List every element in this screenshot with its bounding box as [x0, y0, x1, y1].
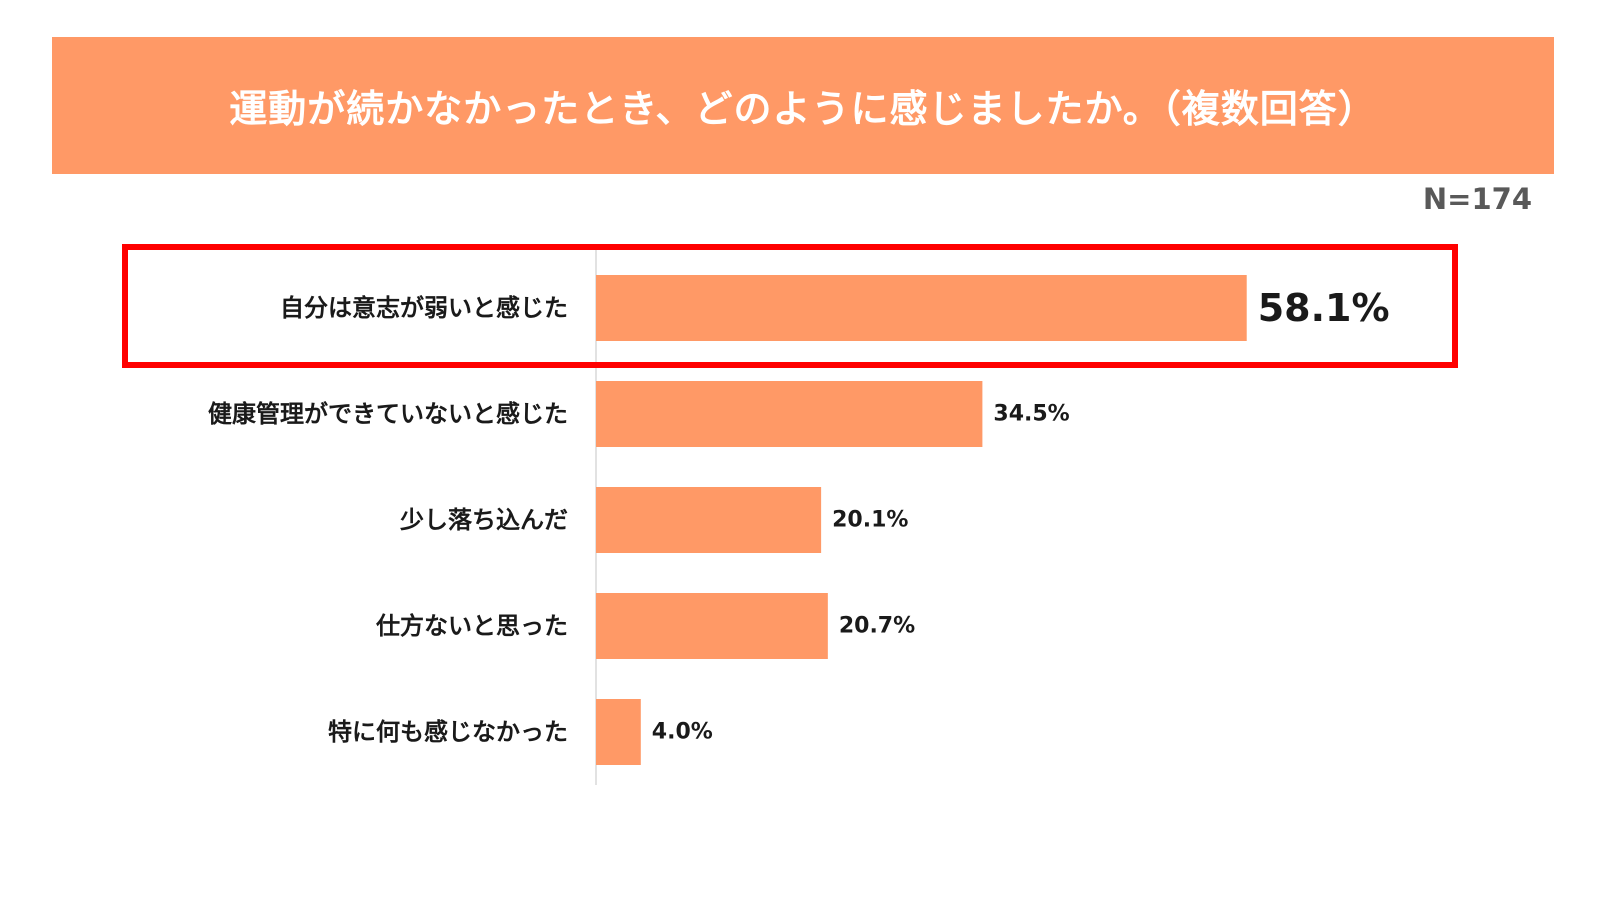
- value-label-5: 4.0%: [652, 720, 713, 745]
- category-label-3: 少し落ち込んだ: [399, 506, 568, 534]
- bar-2: [596, 381, 983, 447]
- category-label-1: 自分は意志が弱いと感じた: [280, 294, 568, 322]
- bar-5: [596, 699, 641, 765]
- value-label-4: 20.7%: [839, 614, 915, 639]
- value-label-3: 20.1%: [832, 508, 908, 533]
- bar-1: [596, 275, 1247, 341]
- highlight-frame: [122, 244, 1458, 368]
- category-label-2: 健康管理ができていないと感じた: [208, 400, 568, 428]
- category-label-4: 仕方ないと思った: [375, 612, 568, 640]
- chart-title: 運動が続かなかったとき、どのように感じましたか。（複数回答）: [229, 87, 1377, 131]
- bar-3: [596, 487, 822, 553]
- sample-size-label: N=174: [1422, 182, 1532, 216]
- value-label-2: 34.5%: [993, 402, 1069, 427]
- title-banner: 運動が続かなかったとき、どのように感じましたか。（複数回答）: [52, 37, 1554, 174]
- value-label-1: 58.1%: [1258, 286, 1390, 330]
- category-label-5: 特に何も感じなかった: [328, 718, 568, 746]
- bar-4: [596, 593, 828, 659]
